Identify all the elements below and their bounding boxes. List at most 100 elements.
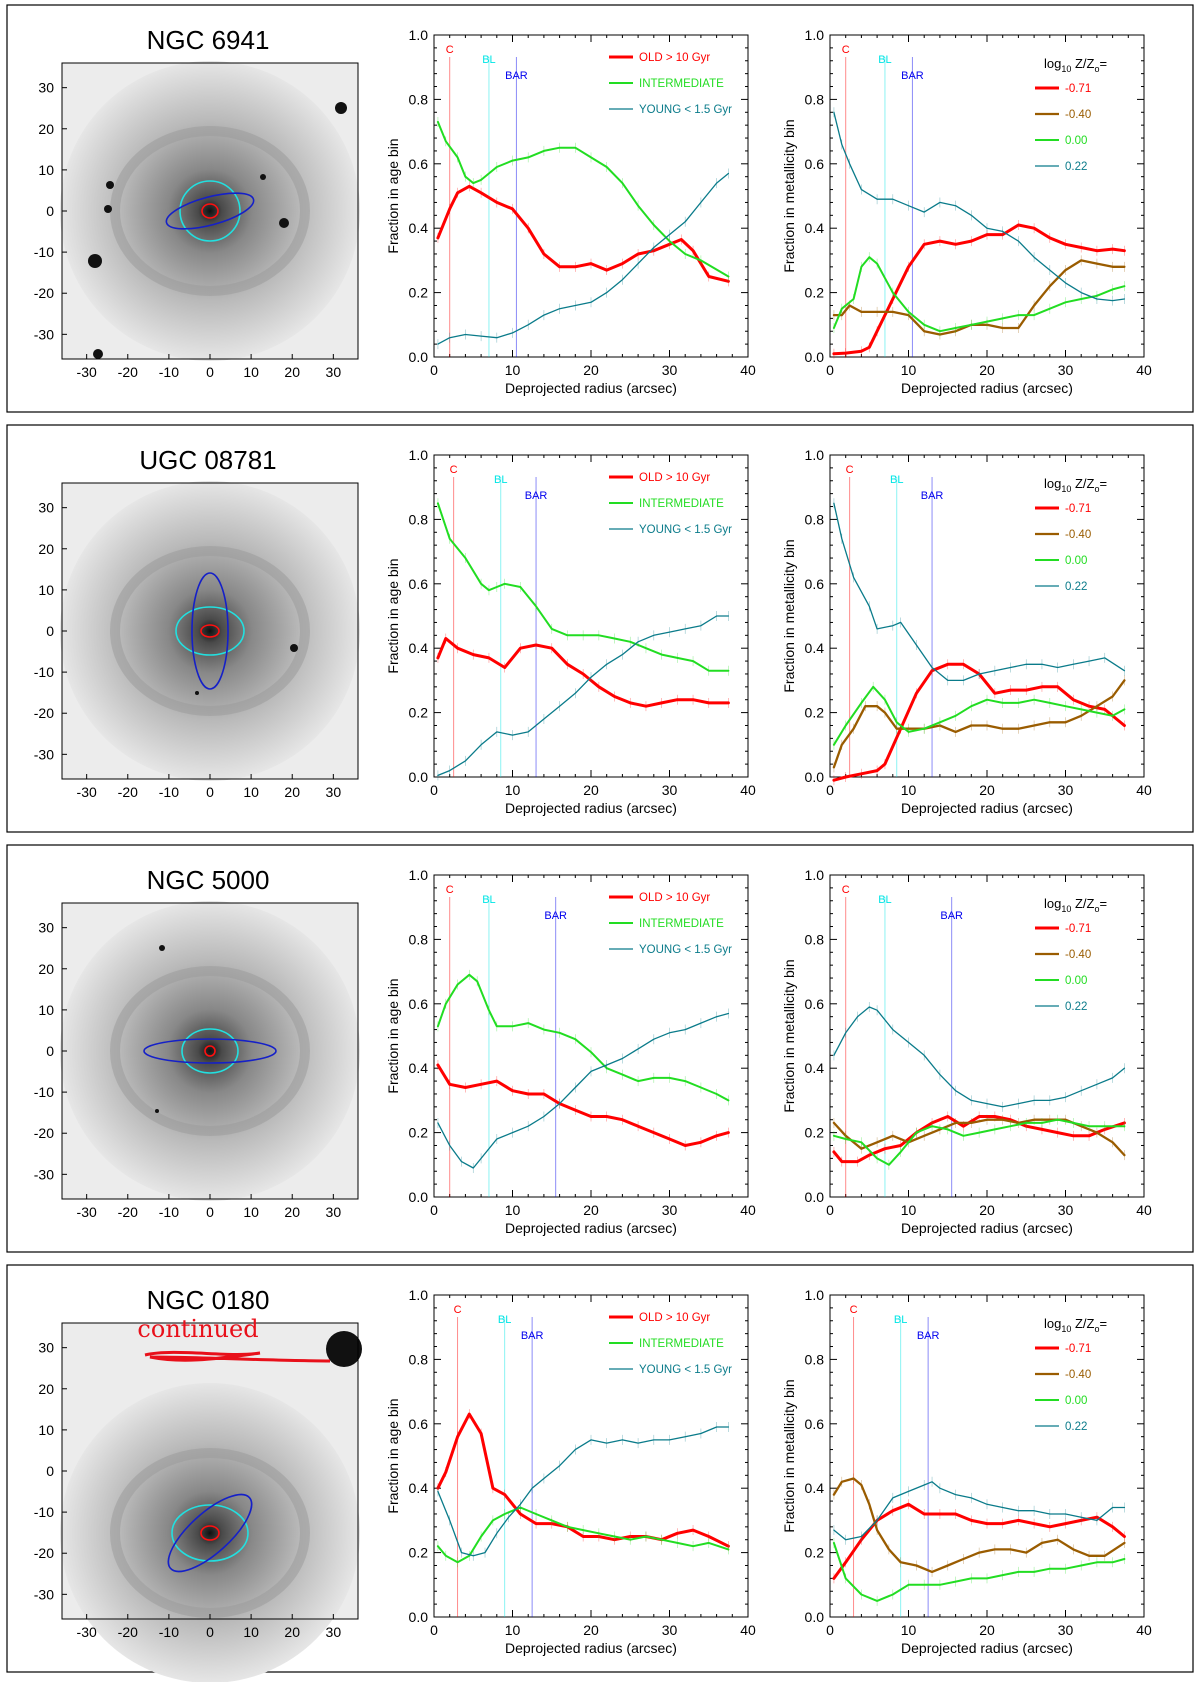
y-tick-label: 1.0 <box>805 447 825 463</box>
x-axis-label: Deprojected radius (arcsec) <box>901 1640 1073 1656</box>
y-tick-label: 0.0 <box>409 1609 429 1625</box>
series-line <box>832 256 1126 333</box>
galaxy-row: -30 -30 -20 -20 -10 -10 0 0 10 10 20 20 30 30 NGC 0180… <box>6 1264 1194 1682</box>
image-y-tick-label: -20 <box>34 1125 54 1141</box>
age-plot: 0 10 20 30 40 0.0 0.2 0.4 0.6 0.8 1.0 Deprojected r… <box>385 447 756 816</box>
x-axis-label: Deprojected radius (arcsec) <box>505 800 677 816</box>
galaxy-row: -30 -30 -20 -20 -10 -10 0 0 10 10 20 20 30 30 NGC 5000… <box>6 844 1194 1253</box>
galaxy-name: NGC 0180 <box>147 1285 270 1315</box>
y-tick-label: 0.2 <box>805 285 825 301</box>
x-axis-label: Deprojected radius (arcsec) <box>901 380 1073 396</box>
y-tick-label: 0.6 <box>805 996 825 1012</box>
y-tick-label: 0.2 <box>805 705 825 721</box>
image-y-tick-label: 10 <box>38 1422 54 1438</box>
legend-title: log10 Z/Zo= <box>1044 1316 1107 1334</box>
y-tick-label: 0.4 <box>409 1480 429 1496</box>
x-tick-label: 40 <box>1136 782 1152 798</box>
x-axis-label: Deprojected radius (arcsec) <box>505 1640 677 1656</box>
y-axis-label: Fraction in metallicity bin <box>781 539 797 692</box>
image-y-tick-label: -30 <box>34 1166 54 1182</box>
legend-label: -0.71 <box>1065 503 1091 515</box>
x-tick-label: 20 <box>583 1622 599 1638</box>
series-line <box>436 1063 730 1147</box>
y-tick-label: 0.4 <box>805 640 825 656</box>
foreground-star <box>106 181 114 189</box>
x-tick-label: 0 <box>430 782 438 798</box>
series-line <box>832 223 1126 356</box>
series-line <box>833 1481 1126 1541</box>
foreground-star <box>88 254 102 268</box>
image-x-tick-label: -10 <box>159 1204 179 1220</box>
series-line <box>437 1012 730 1169</box>
x-tick-label: 30 <box>1058 1202 1074 1218</box>
region-marker-label: BAR <box>525 490 548 502</box>
isophote-ellipse <box>200 1525 220 1541</box>
x-tick-label: 0 <box>430 362 438 378</box>
foreground-star <box>260 174 266 180</box>
isophote-ellipse <box>171 1504 249 1562</box>
y-tick-label: 0.8 <box>805 931 825 947</box>
legend-label: -0.71 <box>1065 83 1091 95</box>
y-tick-label: 0.6 <box>409 996 429 1012</box>
legend-label: 0.00 <box>1065 975 1087 987</box>
legend-label: 0.00 <box>1065 1395 1087 1407</box>
legend-label: OLD > 10 Gyr <box>639 1312 710 1324</box>
foreground-star <box>195 691 199 695</box>
image-y-tick-label: -30 <box>34 1586 54 1602</box>
x-tick-label: 30 <box>662 782 678 798</box>
image-y-tick-label: 10 <box>38 582 54 598</box>
series-line <box>832 679 1126 769</box>
isophote-ellipse <box>191 572 229 690</box>
x-tick-label: 0 <box>826 362 834 378</box>
series-line <box>437 615 730 777</box>
age-plot: 0 10 20 30 40 0.0 0.2 0.4 0.6 0.8 1.0 Deprojected r… <box>385 1287 756 1656</box>
legend-label: INTERMEDIATE <box>639 498 724 510</box>
foreground-star <box>290 644 298 652</box>
y-axis-label: Fraction in metallicity bin <box>781 119 797 272</box>
x-tick-label: 40 <box>1136 362 1152 378</box>
legend-label: YOUNG < 1.5 Gyr <box>639 524 732 536</box>
x-tick-label: 30 <box>662 1202 678 1218</box>
region-marker-label: BAR <box>917 1330 940 1342</box>
x-tick-label: 30 <box>662 1622 678 1638</box>
y-axis-label: Fraction in age bin <box>385 978 401 1093</box>
y-tick-label: 0.8 <box>805 511 825 527</box>
image-x-tick-label: -20 <box>118 1624 138 1640</box>
y-tick-label: 0.0 <box>805 349 825 365</box>
y-tick-label: 0.8 <box>805 1351 825 1367</box>
x-tick-label: 10 <box>901 1202 917 1218</box>
x-tick-label: 0 <box>826 1202 834 1218</box>
image-x-tick-label: -30 <box>77 364 97 380</box>
image-y-tick-label: -20 <box>34 285 54 301</box>
x-tick-label: 0 <box>826 1622 834 1638</box>
image-x-tick-label: 10 <box>243 784 259 800</box>
foreground-star <box>159 945 165 951</box>
region-marker-label: C <box>842 884 850 896</box>
isophote-ellipse <box>175 606 245 656</box>
isophote-ellipse <box>179 180 241 242</box>
y-axis-label: Fraction in metallicity bin <box>781 1379 797 1532</box>
region-marker-label: BL <box>494 474 507 486</box>
y-tick-label: 0.6 <box>409 576 429 592</box>
legend-label: INTERMEDIATE <box>639 1338 724 1350</box>
series-line <box>436 184 730 283</box>
isophote-ellipse <box>167 1493 253 1573</box>
image-y-tick-label: 30 <box>38 920 54 936</box>
foreground-star <box>335 102 347 114</box>
galaxy-disk <box>60 1383 360 1682</box>
galaxy-row: -30 -30 -20 -20 -10 -10 0 0 10 10 20 20 30 30 UGC 0878… <box>6 424 1194 833</box>
annotation-strike <box>144 1350 331 1363</box>
series-line <box>436 1506 730 1564</box>
legend-label: -0.71 <box>1065 923 1091 935</box>
y-tick-label: 0.8 <box>805 91 825 107</box>
legend-label: -0.71 <box>1065 1343 1091 1355</box>
plot-frame <box>829 454 1145 778</box>
row-frame <box>6 424 1194 833</box>
legend-label: -0.40 <box>1065 1369 1091 1381</box>
metallicity-plot: 0 10 20 30 40 0.0 0.2 0.4 0.6 0.8 1.0 Deprojected r… <box>781 867 1152 1236</box>
x-tick-label: 40 <box>740 362 756 378</box>
spiral-arm <box>110 126 310 296</box>
y-axis-label: Fraction in age bin <box>385 138 401 253</box>
series-line <box>436 502 730 672</box>
legend-title: log10 Z/Zo= <box>1044 896 1107 914</box>
